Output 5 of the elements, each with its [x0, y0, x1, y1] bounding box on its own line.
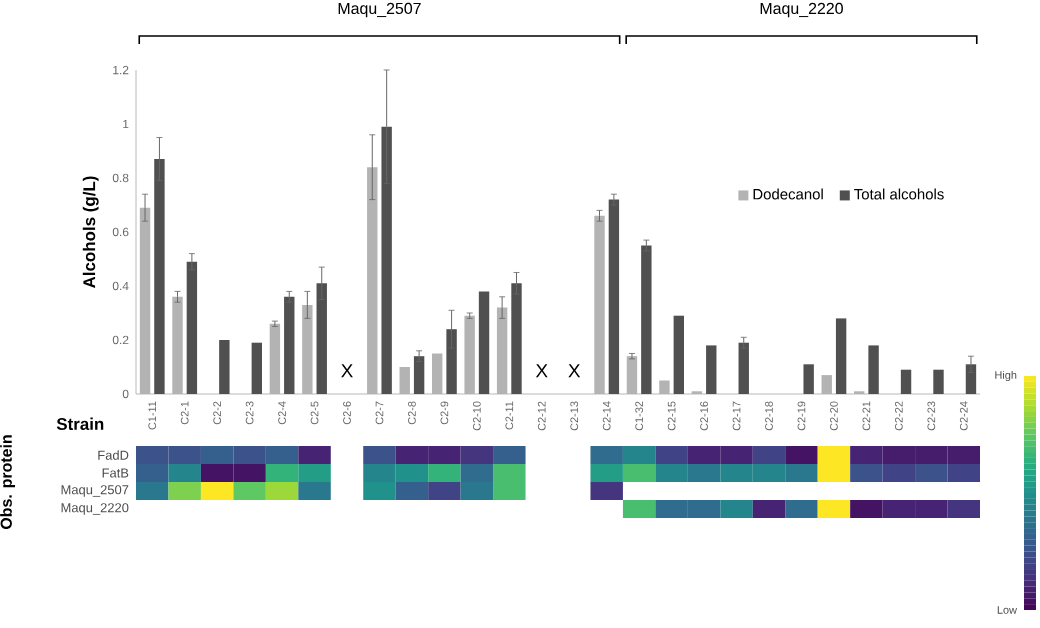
- x-axis-title: Strain: [56, 417, 104, 431]
- annotation: X: [341, 364, 353, 378]
- y-axis-title: Alcohols (g/L): [82, 176, 99, 289]
- annotation: X: [535, 364, 548, 378]
- annotation: X: [568, 364, 581, 378]
